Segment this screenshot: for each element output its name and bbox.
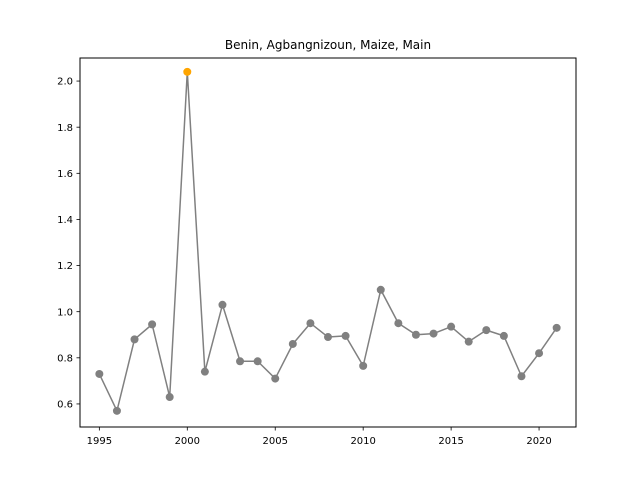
x-axis: 1995 2000 2005 2010 2015 2020 — [87, 427, 552, 447]
y-tick-label: 1.2 — [57, 261, 73, 272]
data-point — [429, 329, 438, 338]
y-axis: 0.6 0.8 1.0 1.2 1.4 1.6 1.8 2.0 — [57, 77, 80, 411]
data-point — [253, 357, 262, 366]
x-tick-label: 2020 — [526, 436, 551, 447]
data-point-highlighted — [183, 67, 192, 76]
y-tick-label: 0.6 — [57, 400, 73, 411]
data-point — [464, 337, 473, 346]
data-point — [306, 319, 315, 328]
data-point — [95, 369, 104, 378]
plot-frame — [79, 57, 577, 428]
data-point — [288, 339, 297, 348]
data-point — [411, 330, 420, 339]
data-point — [447, 322, 456, 331]
data-point — [341, 331, 350, 340]
data-point — [517, 372, 526, 381]
data-point — [535, 349, 544, 358]
data-point — [165, 393, 174, 402]
data-point — [112, 406, 121, 415]
data-point — [236, 357, 245, 366]
points-layer — [95, 67, 561, 415]
data-point — [130, 335, 139, 344]
data-point — [552, 323, 561, 332]
y-tick-label: 2.0 — [57, 77, 73, 88]
data-point — [359, 361, 368, 370]
x-tick-label: 2015 — [438, 436, 463, 447]
data-point — [482, 326, 491, 335]
y-tick-label: 1.8 — [57, 123, 73, 134]
chart-title: Benin, Agbangnizoun, Maize, Main — [225, 38, 431, 52]
data-point — [200, 367, 209, 376]
data-point — [218, 300, 227, 309]
x-tick-label: 1995 — [87, 436, 112, 447]
x-tick-label: 2005 — [263, 436, 288, 447]
data-point — [324, 333, 332, 342]
x-tick-label: 2000 — [175, 436, 200, 447]
x-tick-label: 2010 — [350, 436, 375, 447]
y-tick-label: 0.8 — [57, 353, 73, 364]
y-tick-label: 1.4 — [57, 215, 73, 226]
data-point — [271, 374, 280, 383]
data-point — [376, 285, 385, 294]
data-point — [499, 331, 508, 340]
data-point — [148, 320, 157, 329]
y-tick-label: 1.0 — [57, 307, 73, 318]
y-tick-label: 1.6 — [57, 169, 73, 180]
data-point — [394, 319, 403, 328]
